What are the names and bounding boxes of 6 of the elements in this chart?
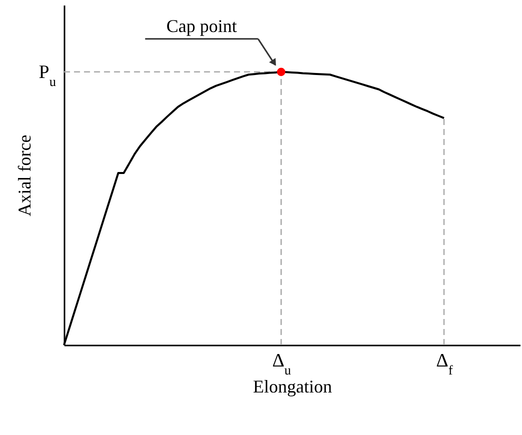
ref-line-label: P$_{u}$ bbox=[38, 62, 56, 88]
y-axis-title: Axial force bbox=[14, 134, 34, 216]
x-axis-title: Elongation bbox=[253, 376, 332, 396]
text: Cap point bbox=[166, 16, 237, 36]
x-tick-label: Δ$_{u}$ bbox=[272, 350, 292, 377]
x-tick-label: Δ$_{f}$ bbox=[436, 350, 454, 377]
